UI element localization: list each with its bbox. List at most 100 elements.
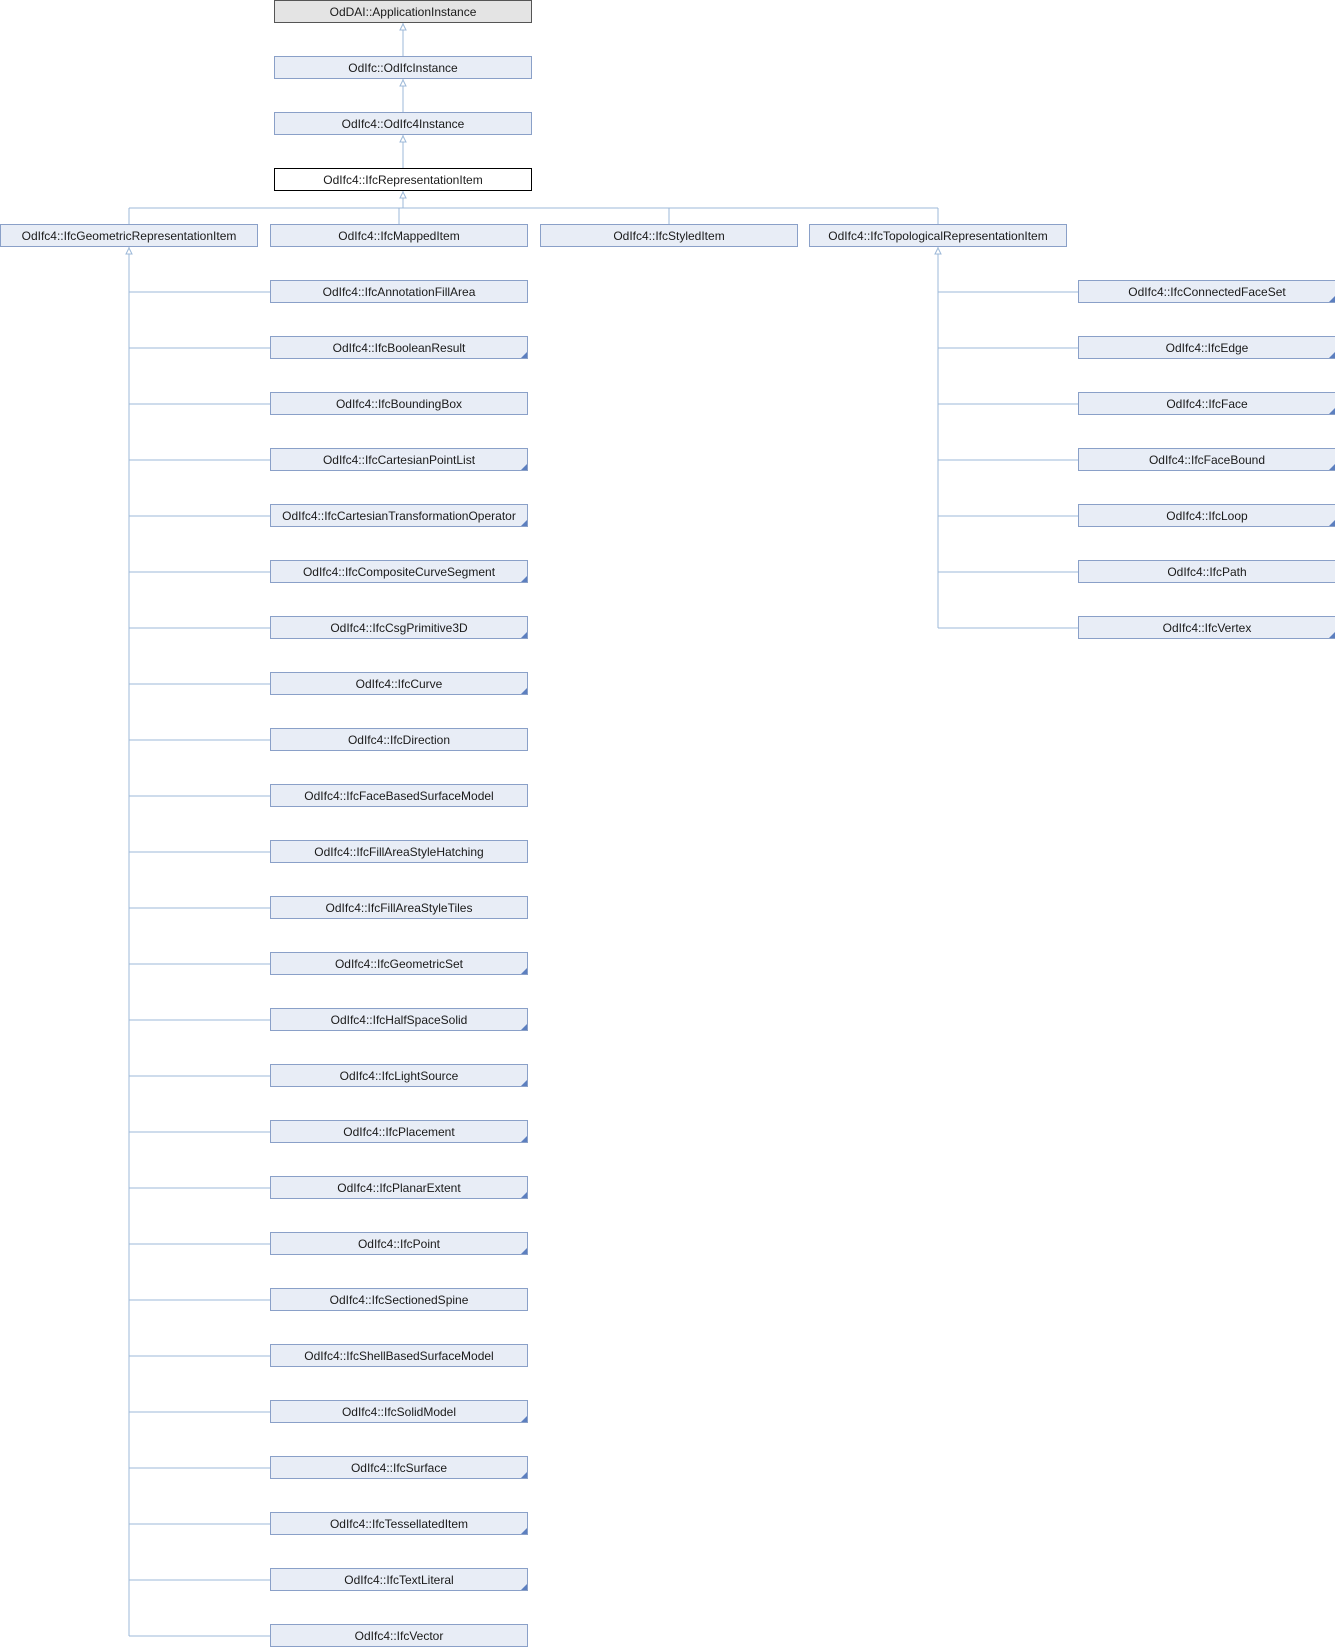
class-name-label: OdIfc4::IfcFillAreaStyleTiles (325, 900, 473, 915)
class-node-ifc-solid-model[interactable]: OdIfc4::IfcSolidModel (270, 1400, 528, 1423)
class-node-ifc-connected-face-set[interactable]: OdIfc4::IfcConnectedFaceSet (1078, 280, 1335, 303)
class-name-label: OdIfc4::IfcLoop (1166, 508, 1248, 523)
class-node-ifc-face-bound[interactable]: OdIfc4::IfcFaceBound (1078, 448, 1335, 471)
inheritance-arrow-icon (399, 134, 407, 143)
has-subclasses-marker-icon (521, 1024, 527, 1030)
has-subclasses-marker-icon (1329, 296, 1335, 302)
class-name-label: OdIfc4::IfcFace (1166, 396, 1248, 411)
class-name-label: OdIfc4::IfcPath (1167, 564, 1247, 579)
class-node-application-instance[interactable]: OdDAI::ApplicationInstance (274, 0, 532, 23)
class-node-ifc-direction[interactable]: OdIfc4::IfcDirection (270, 728, 528, 751)
class-name-label: OdIfc4::IfcPoint (357, 1236, 441, 1251)
class-node-ifc-face-based-surface-model[interactable]: OdIfc4::IfcFaceBasedSurfaceModel (270, 784, 528, 807)
has-subclasses-marker-icon (521, 520, 527, 526)
class-node-ifc-half-space-solid[interactable]: OdIfc4::IfcHalfSpaceSolid (270, 1008, 528, 1031)
has-subclasses-marker-icon (521, 1080, 527, 1086)
has-subclasses-marker-icon (1329, 632, 1335, 638)
class-node-ifc-annotation-fill-area[interactable]: OdIfc4::IfcAnnotationFillArea (270, 280, 528, 303)
has-subclasses-marker-icon (521, 968, 527, 974)
class-name-label: OdIfc4::IfcDirection (347, 732, 451, 747)
class-name-label: OdIfc4::IfcEdge (1165, 340, 1249, 355)
class-node-ifc-curve[interactable]: OdIfc4::IfcCurve (270, 672, 528, 695)
class-name-label: OdIfc4::OdIfc4Instance (341, 116, 465, 131)
class-name-label: OdIfc4::IfcTessellatedItem (329, 1516, 469, 1531)
class-node-ifc-vector[interactable]: OdIfc4::IfcVector (270, 1624, 528, 1647)
has-subclasses-marker-icon (521, 1528, 527, 1534)
class-node-ifc-placement[interactable]: OdIfc4::IfcPlacement (270, 1120, 528, 1143)
class-node-ifc-shell-based-surface-model[interactable]: OdIfc4::IfcShellBasedSurfaceModel (270, 1344, 528, 1367)
class-node-ifc-boolean-result[interactable]: OdIfc4::IfcBooleanResult (270, 336, 528, 359)
class-node-ifc-light-source[interactable]: OdIfc4::IfcLightSource (270, 1064, 528, 1087)
class-node-ifc-edge[interactable]: OdIfc4::IfcEdge (1078, 336, 1335, 359)
class-name-label: OdIfc4::IfcVertex (1162, 620, 1252, 635)
class-name-label: OdIfc4::IfcVector (354, 1628, 444, 1643)
class-name-label: OdIfc4::IfcCsgPrimitive3D (330, 620, 468, 635)
class-node-ifc-loop[interactable]: OdIfc4::IfcLoop (1078, 504, 1335, 527)
class-name-label: OdIfc4::IfcSolidModel (341, 1404, 457, 1419)
class-node-ifc-face[interactable]: OdIfc4::IfcFace (1078, 392, 1335, 415)
class-node-ifc-surface[interactable]: OdIfc4::IfcSurface (270, 1456, 528, 1479)
inheritance-arrow-icon (934, 246, 942, 255)
class-name-label: OdIfc4::IfcCartesianPointList (322, 452, 476, 467)
has-subclasses-marker-icon (1329, 408, 1335, 414)
class-node-od-ifc4-instance[interactable]: OdIfc4::OdIfc4Instance (274, 112, 532, 135)
class-node-ifc-styled-item[interactable]: OdIfc4::IfcStyledItem (540, 224, 798, 247)
inheritance-arrow-icon (399, 78, 407, 87)
class-node-ifc-cartesian-point-list[interactable]: OdIfc4::IfcCartesianPointList (270, 448, 528, 471)
class-name-label: OdIfc::OdIfcInstance (348, 60, 458, 75)
class-node-ifc-csg-primitive3-d[interactable]: OdIfc4::IfcCsgPrimitive3D (270, 616, 528, 639)
has-subclasses-marker-icon (521, 1472, 527, 1478)
class-name-label: OdIfc4::IfcSurface (350, 1460, 448, 1475)
class-name-label: OdIfc4::IfcFaceBasedSurfaceModel (304, 788, 494, 803)
class-node-ifc-mapped-item[interactable]: OdIfc4::IfcMappedItem (270, 224, 528, 247)
has-subclasses-marker-icon (521, 464, 527, 470)
class-name-label: OdIfc4::IfcFillAreaStyleHatching (314, 844, 484, 859)
class-name-label: OdIfc4::IfcFaceBound (1148, 452, 1266, 467)
class-node-ifc-vertex[interactable]: OdIfc4::IfcVertex (1078, 616, 1335, 639)
class-name-label: OdIfc4::IfcGeometricRepresentationItem (21, 228, 237, 243)
class-name-label: OdIfc4::IfcAnnotationFillArea (322, 284, 476, 299)
class-node-ifc-bounding-box[interactable]: OdIfc4::IfcBoundingBox (270, 392, 528, 415)
class-node-ifc-composite-curve-segment[interactable]: OdIfc4::IfcCompositeCurveSegment (270, 560, 528, 583)
class-node-ifc-cartesian-transformation-operator[interactable]: OdIfc4::IfcCartesianTransformationOperat… (270, 504, 528, 527)
class-node-ifc-representation-item: OdIfc4::IfcRepresentationItem (274, 168, 532, 191)
class-name-label: OdIfc4::IfcCompositeCurveSegment (302, 564, 496, 579)
class-node-ifc-text-literal[interactable]: OdIfc4::IfcTextLiteral (270, 1568, 528, 1591)
has-subclasses-marker-icon (521, 576, 527, 582)
class-node-ifc-path[interactable]: OdIfc4::IfcPath (1078, 560, 1335, 583)
has-subclasses-marker-icon (521, 1248, 527, 1254)
has-subclasses-marker-icon (1329, 520, 1335, 526)
inheritance-arrow-icon (399, 190, 407, 199)
has-subclasses-marker-icon (1329, 352, 1335, 358)
class-name-label: OdIfc4::IfcPlanarExtent (337, 1180, 461, 1195)
class-name-label: OdIfc4::IfcGeometricSet (334, 956, 464, 971)
class-node-ifc-tessellated-item[interactable]: OdIfc4::IfcTessellatedItem (270, 1512, 528, 1535)
class-node-ifc-fill-area-style-tiles[interactable]: OdIfc4::IfcFillAreaStyleTiles (270, 896, 528, 919)
has-subclasses-marker-icon (521, 352, 527, 358)
class-node-ifc-fill-area-style-hatching[interactable]: OdIfc4::IfcFillAreaStyleHatching (270, 840, 528, 863)
class-name-label: OdIfc4::IfcConnectedFaceSet (1128, 284, 1286, 299)
has-subclasses-marker-icon (1329, 464, 1335, 470)
class-name-label: OdIfc4::IfcMappedItem (338, 228, 460, 243)
inheritance-arrow-icon (125, 246, 133, 255)
class-node-ifc-point[interactable]: OdIfc4::IfcPoint (270, 1232, 528, 1255)
class-name-label: OdIfc4::IfcStyledItem (613, 228, 725, 243)
has-subclasses-marker-icon (521, 1192, 527, 1198)
class-name-label: OdIfc4::IfcPlacement (343, 1124, 455, 1139)
has-subclasses-marker-icon (521, 1416, 527, 1422)
class-node-ifc-topological-representation-item[interactable]: OdIfc4::IfcTopologicalRepresentationItem (809, 224, 1067, 247)
class-node-ifc-geometric-set[interactable]: OdIfc4::IfcGeometricSet (270, 952, 528, 975)
inheritance-arrow-icon (399, 22, 407, 31)
class-node-ifc-planar-extent[interactable]: OdIfc4::IfcPlanarExtent (270, 1176, 528, 1199)
class-node-ifc-geometric-representation-item[interactable]: OdIfc4::IfcGeometricRepresentationItem (0, 224, 258, 247)
has-subclasses-marker-icon (521, 688, 527, 694)
class-name-label: OdDAI::ApplicationInstance (329, 4, 477, 19)
class-name-label: OdIfc4::IfcSectionedSpine (329, 1292, 469, 1307)
class-name-label: OdIfc4::IfcTextLiteral (344, 1572, 454, 1587)
class-name-label: OdIfc4::IfcLightSource (339, 1068, 459, 1083)
class-name-label: OdIfc4::IfcHalfSpaceSolid (330, 1012, 468, 1027)
class-node-od-ifc-instance[interactable]: OdIfc::OdIfcInstance (274, 56, 532, 79)
class-node-ifc-sectioned-spine[interactable]: OdIfc4::IfcSectionedSpine (270, 1288, 528, 1311)
class-name-label: OdIfc4::IfcBoundingBox (335, 396, 463, 411)
